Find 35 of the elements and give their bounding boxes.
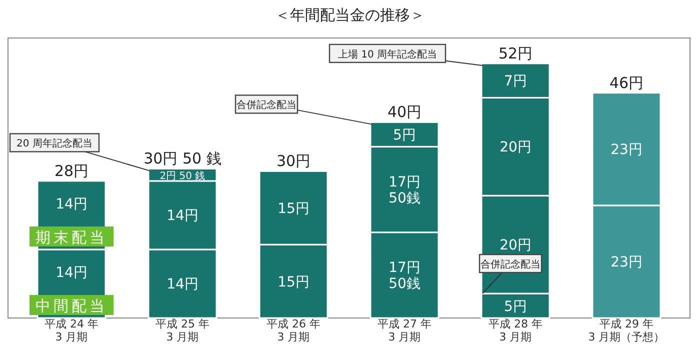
total-label: 40円 [387,103,422,122]
total-label: 52円 [498,44,533,62]
data-label: 20円 [500,140,532,156]
data-label: 2円 50 銭 [160,170,206,182]
data-label: 14円 [56,196,88,212]
annotation: 20 周年記念配当 [16,138,92,150]
total-label: 28円 [54,162,89,180]
x-tick-label: 平成 26 年 3 月期 [266,318,320,344]
x-tick-label: 平成 29 年 3 月期（予想） [588,318,665,344]
data-label: 5円 [393,127,416,144]
data-label: 23円 [610,142,642,158]
data-label: 15円 [278,200,310,217]
data-label: 5円 [504,298,527,315]
data-label: 7円 [504,74,527,90]
x-tick-label: 平成 27 年 3 月期 [378,318,432,344]
data-label: 14円 [166,276,198,293]
chart-title: ＜年間配当金の推移＞ [275,6,425,24]
text: 上場 10 周年記念配当 [338,48,438,60]
data-label: 17円 50銭 [388,174,420,207]
data-label: 23円 [610,254,642,271]
series-label: 中間配当 [36,297,108,315]
x-tick-label: 平成 28 年 3 月期 [488,318,542,344]
series-label: 期末配当 [36,228,108,246]
x-tick-label: 平成 24 年 3 月期 [44,318,98,344]
data-label: 17円 50銭 [388,260,420,292]
data-label: 14円 [166,208,198,224]
total-label: 46円 [609,74,644,92]
x-tick-label: 平成 25 年 3 月期 [156,318,210,344]
data-label: 14円 [56,264,88,281]
data-label: 15円 [278,274,310,290]
data-label: 20円 [500,238,532,254]
annotation: 合併記念配当 [480,258,540,271]
total-label: 30円 50 銭 [144,150,222,168]
annotation: 合併記念配当 [236,99,296,112]
total-label: 30円 [276,152,311,170]
